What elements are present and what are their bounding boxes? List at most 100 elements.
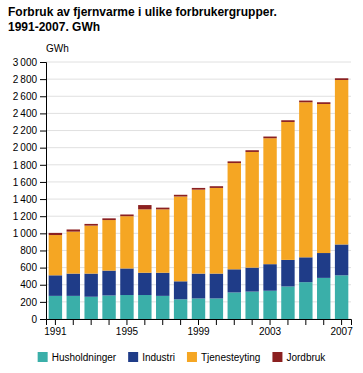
y-tick-mark (40, 165, 46, 166)
x-tick: 1995 (116, 319, 139, 337)
bar (299, 102, 312, 257)
bar (317, 278, 330, 319)
x-tick (91, 319, 92, 325)
bar (102, 271, 115, 296)
bar (84, 226, 97, 274)
grid-line (46, 96, 351, 97)
bar (49, 275, 62, 296)
y-tick-label: 2 400 (13, 108, 38, 119)
legend-item: Tjenesteyting (187, 352, 260, 363)
bar (281, 260, 294, 287)
bar (210, 188, 223, 274)
bar (156, 296, 169, 319)
y-axis: 02004006008001 0001 2001 4001 6001 8002 … (13, 57, 47, 325)
bar (102, 220, 115, 271)
title: Forbruk av fjernvarme i ulike forbrukerg… (8, 5, 277, 19)
bar (317, 104, 330, 253)
x-tick (180, 319, 181, 325)
x-tick (252, 319, 253, 325)
y-tick: 1 800 (13, 160, 46, 171)
legend-item: Husholdninger (38, 352, 117, 363)
x-tick-label: 1991 (44, 326, 67, 337)
bar (67, 274, 80, 296)
bar (138, 273, 151, 295)
legend-item: Industri (128, 352, 175, 363)
x-tick-mark (55, 319, 56, 325)
x-tick-label: 2007 (330, 326, 353, 337)
bar (192, 188, 205, 190)
y-tick: 2 600 (13, 91, 46, 102)
bar (174, 196, 187, 281)
bar (192, 274, 205, 299)
bar (84, 224, 97, 226)
bar (49, 296, 62, 319)
x-tick: 2007 (330, 319, 353, 337)
chart: Forbruk av fjernvarme i ulike forbrukerg… (0, 0, 363, 373)
legend-label: Tjenesteyting (201, 352, 260, 363)
y-tick-label: 1 200 (13, 211, 38, 222)
series (49, 78, 349, 235)
x-tick-mark (305, 319, 306, 325)
x-tick-label: 1999 (187, 326, 210, 337)
y-tick: 2 400 (13, 108, 46, 119)
x-tick-mark (341, 319, 342, 325)
bar (281, 120, 294, 122)
legend-label: Industri (142, 352, 175, 363)
y-tick-label: 1 600 (13, 177, 38, 188)
x-tick-mark (198, 319, 199, 325)
bar (299, 101, 312, 103)
x-tick (73, 319, 74, 325)
x-tick (234, 319, 235, 325)
x-tick-mark (323, 319, 324, 325)
y-tick: 1 000 (13, 228, 46, 239)
grid-line (46, 79, 351, 80)
bar (263, 137, 276, 139)
x-tick (109, 319, 110, 325)
series (49, 80, 349, 281)
bar (335, 80, 348, 244)
x-tick (144, 319, 145, 325)
y-tick: 800 (20, 245, 46, 256)
y-tick-label: 2 600 (13, 91, 38, 102)
bar (317, 253, 330, 278)
grid (46, 62, 351, 319)
y-tick: 1 400 (13, 194, 46, 205)
y-tick-mark (40, 148, 46, 149)
bar (102, 295, 115, 319)
y-tick-mark (40, 285, 46, 286)
legend-swatch (187, 352, 197, 362)
x-tick (305, 319, 306, 325)
x-tick: 1991 (44, 319, 67, 337)
x-tick-mark (270, 319, 271, 325)
bar (245, 152, 258, 268)
x-tick-mark (252, 319, 253, 325)
y-tick-label: 400 (20, 279, 37, 290)
bar (120, 295, 133, 319)
x-tick-mark (287, 319, 288, 325)
bar (84, 274, 97, 297)
x-tick-mark (126, 319, 127, 325)
bar (210, 186, 223, 188)
y-tick-mark (40, 79, 46, 80)
bar (335, 275, 348, 319)
bar (317, 102, 330, 104)
y-tick-label: 1 400 (13, 194, 38, 205)
y-tick-mark (40, 250, 46, 251)
bar (174, 195, 187, 197)
bar (84, 297, 97, 319)
legend-swatch (128, 352, 138, 362)
bar (281, 286, 294, 319)
y-tick-mark (40, 182, 46, 183)
x-axis-line (47, 320, 352, 326)
y-tick-label: 0 (31, 314, 37, 325)
x-axis: 1991 1995 1999 2003 2007 (44, 319, 353, 337)
x-tick-label: 2003 (259, 326, 282, 337)
y-tick-label: 3 000 (13, 57, 38, 68)
x-tick: 2003 (259, 319, 282, 337)
grid-line (46, 62, 351, 63)
bar (192, 190, 205, 274)
y-tick-label: 1 800 (13, 160, 38, 171)
bar (299, 282, 312, 319)
plot: GWh02004006008001 0001 2001 4001 6001 80… (13, 43, 353, 337)
y-tick-label: 2 800 (13, 74, 38, 85)
